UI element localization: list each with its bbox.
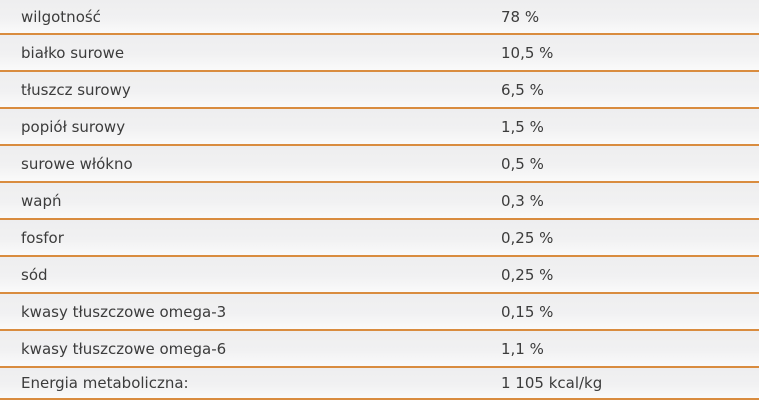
- table-row: Energia metaboliczna: 1 105 kcal/kg: [0, 368, 759, 400]
- nutrition-table: wilgotność 78 % białko surowe 10,5 % tłu…: [0, 0, 759, 400]
- nutrient-label: popiół surowy: [21, 117, 126, 136]
- nutrient-label: kwasy tłuszczowe omega-3: [21, 302, 227, 321]
- nutrient-value: 10,5 %: [501, 43, 554, 62]
- nutrient-value: 78 %: [501, 7, 540, 26]
- table-row: wilgotność 78 %: [0, 0, 759, 35]
- table-row: popiół surowy 1,5 %: [0, 109, 759, 146]
- nutrient-label: wapń: [21, 191, 62, 210]
- nutrient-value: 1,5 %: [501, 117, 544, 136]
- nutrient-value: 1 105 kcal/kg: [501, 374, 603, 392]
- table-row: tłuszcz surowy 6,5 %: [0, 72, 759, 109]
- nutrient-value: 1,1 %: [501, 339, 544, 358]
- nutrient-label: białko surowe: [21, 43, 125, 62]
- nutrient-label: tłuszcz surowy: [21, 80, 131, 99]
- nutrient-value: 0,5 %: [501, 154, 544, 173]
- table-row: białko surowe 10,5 %: [0, 35, 759, 72]
- table-row: kwasy tłuszczowe omega-3 0,15 %: [0, 294, 759, 331]
- nutrient-label: sód: [21, 265, 48, 284]
- nutrient-value: 0,15 %: [501, 302, 554, 321]
- table-row: surowe włókno 0,5 %: [0, 146, 759, 183]
- nutrient-value: 0,25 %: [501, 228, 554, 247]
- nutrient-value: 6,5 %: [501, 80, 544, 99]
- nutrient-label: Energia metaboliczna:: [21, 374, 189, 392]
- nutrient-label: wilgotność: [21, 7, 101, 26]
- table-row: wapń 0,3 %: [0, 183, 759, 220]
- nutrient-value: 0,3 %: [501, 191, 544, 210]
- table-row: fosfor 0,25 %: [0, 220, 759, 257]
- nutrient-label: fosfor: [21, 228, 64, 247]
- table-row: sód 0,25 %: [0, 257, 759, 294]
- nutrient-label: surowe włókno: [21, 154, 133, 173]
- nutrient-value: 0,25 %: [501, 265, 554, 284]
- table-row: kwasy tłuszczowe omega-6 1,1 %: [0, 331, 759, 368]
- nutrient-label: kwasy tłuszczowe omega-6: [21, 339, 227, 358]
